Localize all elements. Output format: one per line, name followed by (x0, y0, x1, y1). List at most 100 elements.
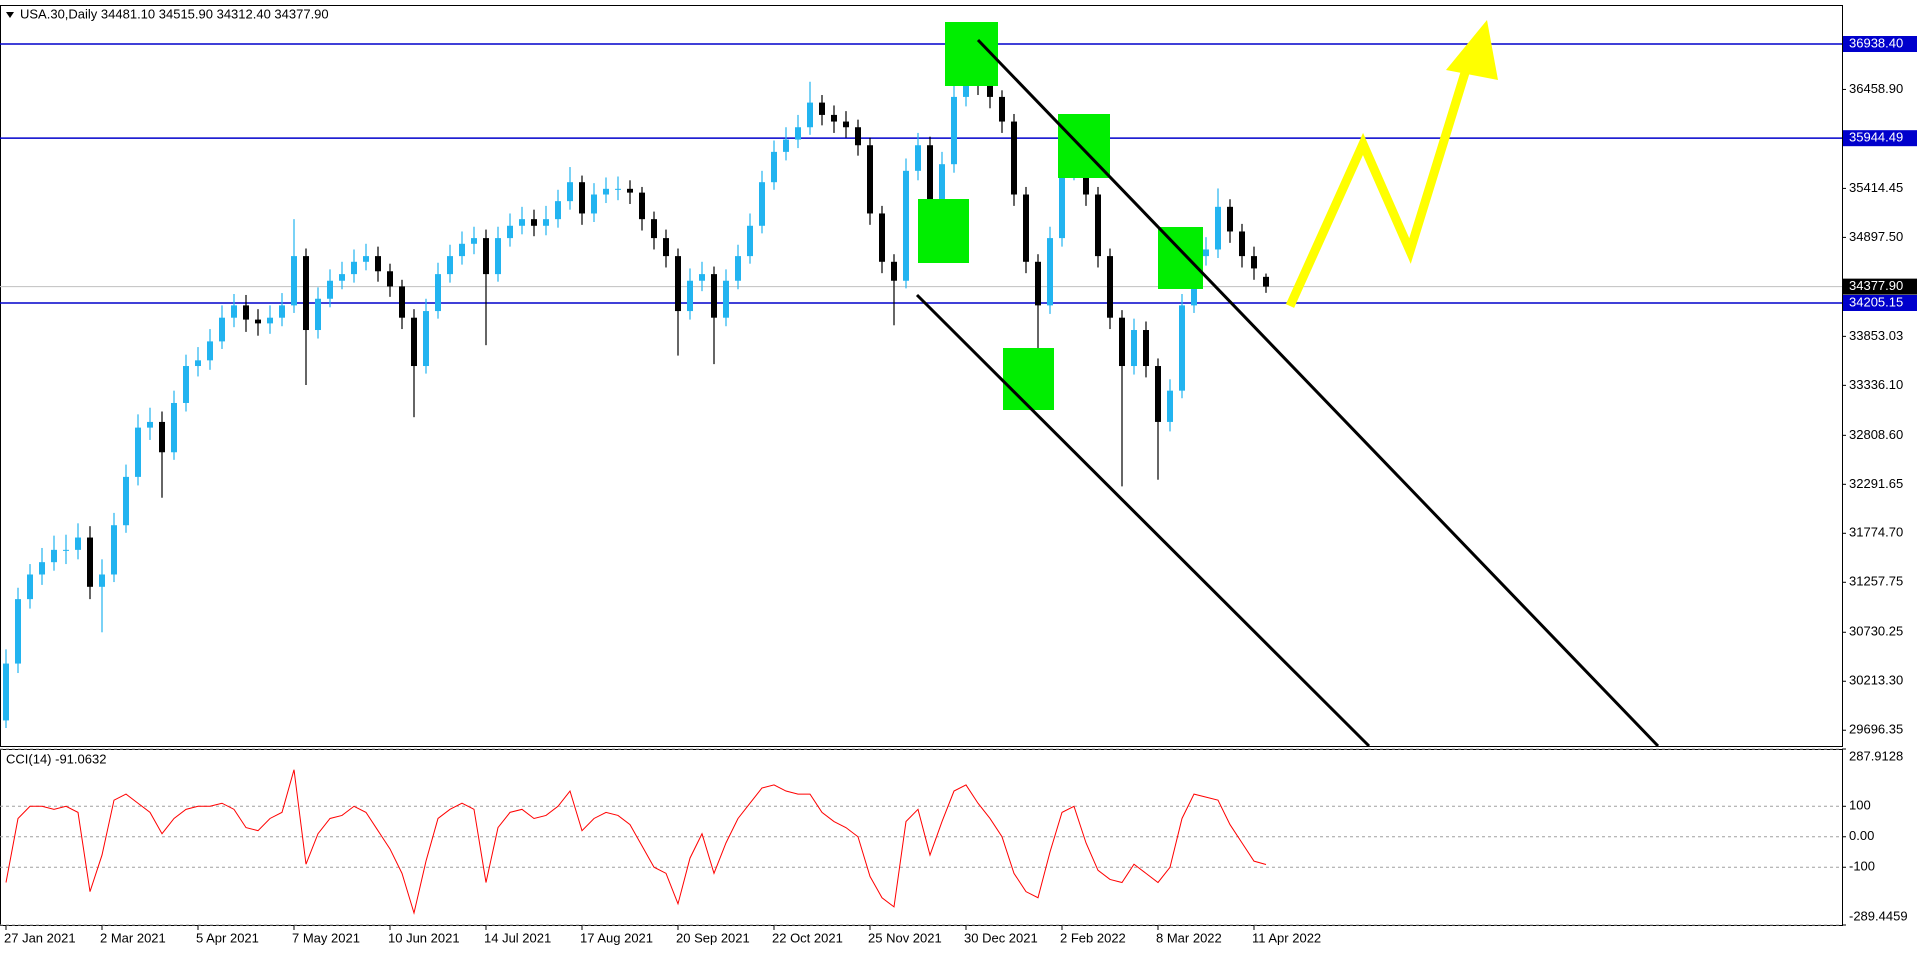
candle-body (27, 574, 33, 600)
x-tick-label: 22 Oct 2021 (772, 930, 843, 945)
candle-body (1203, 249, 1209, 257)
candle-body (315, 298, 321, 331)
y-tick-label: -289.4459 (1849, 908, 1908, 923)
highlight-box (1003, 348, 1054, 410)
candle-body (3, 663, 9, 721)
candle-body (939, 164, 945, 214)
candle-body (1155, 366, 1161, 422)
price-label-bg (1843, 130, 1917, 147)
candle-body (819, 102, 825, 115)
y-tick-label: 31257.75 (1849, 574, 1903, 589)
candle-body (507, 225, 513, 239)
y-tick-label: 32291.65 (1849, 476, 1903, 491)
y-tick-label: 35414.45 (1849, 180, 1903, 195)
candle-body (1263, 276, 1269, 287)
candle-body (1059, 170, 1065, 239)
candle-body (447, 256, 453, 275)
x-tick-label: 25 Nov 2021 (868, 930, 942, 945)
candle-body (1047, 238, 1053, 306)
candle-body (255, 319, 261, 324)
candle-body (387, 271, 393, 287)
price-label-bg (1843, 36, 1917, 53)
candle-body (639, 192, 645, 220)
candle-body (579, 182, 585, 214)
candle-body (771, 151, 777, 183)
candle-body (759, 182, 765, 226)
candle-body (363, 256, 369, 262)
y-tick-label: 29696.35 (1849, 722, 1903, 737)
candle-body (699, 274, 705, 281)
x-tick-label: 2 Mar 2021 (100, 930, 166, 945)
y-tick-label: 100 (1849, 798, 1871, 813)
candle-body (867, 145, 873, 214)
y-tick-label: 31774.70 (1849, 525, 1903, 540)
candle-body (183, 366, 189, 403)
x-tick-label: 11 Apr 2022 (1252, 930, 1321, 945)
candle-body (855, 127, 861, 146)
highlight-box (1158, 227, 1203, 289)
menu-triangle[interactable] (6, 12, 14, 18)
candle-body (1239, 231, 1245, 257)
candle-body (399, 286, 405, 318)
candle-body (351, 261, 357, 275)
x-tick-label: 8 Mar 2022 (1156, 930, 1222, 945)
forecast-arrow (1285, 48, 1477, 308)
candle-body (567, 182, 573, 202)
candle-body (1227, 206, 1233, 232)
cci-title: CCI(14) -91.0632 (6, 751, 106, 766)
candle-body (1035, 261, 1041, 306)
candle-body (1167, 390, 1173, 422)
candle-body (303, 256, 309, 331)
candle-body (15, 599, 21, 664)
y-tick-label: -100 (1849, 859, 1875, 874)
candle-body (279, 305, 285, 318)
candle-body (51, 549, 57, 563)
candle-body (555, 201, 561, 220)
candle-body (267, 317, 273, 324)
y-tick-label: 30730.25 (1849, 624, 1903, 639)
candle-body (1023, 194, 1029, 262)
current-price-bg (1843, 278, 1917, 295)
x-tick-label: 17 Aug 2021 (580, 930, 653, 945)
candle-body (999, 96, 1005, 122)
marks: 36458.90 35414.45 34897.50 33853.03 33336.10… (0, 35, 1917, 945)
candle-body (207, 341, 213, 361)
candle-body (915, 145, 921, 171)
candle-body (243, 305, 249, 320)
candle-body (1143, 330, 1149, 367)
chart-title: USA.30,Daily 34481.10 34515.90 34312.40 … (20, 6, 329, 21)
candle-body (531, 219, 537, 226)
candle-body (339, 274, 345, 281)
candle-body (1011, 121, 1017, 195)
candle-body (471, 238, 477, 244)
candle-body (663, 238, 669, 257)
candle-body (519, 219, 525, 226)
candle-body (99, 574, 105, 587)
candle-body (147, 421, 153, 428)
candle-body (891, 261, 897, 281)
y-tick-label: 33853.03 (1849, 328, 1903, 343)
candle-body (1215, 206, 1221, 250)
candle-body (879, 213, 885, 262)
candle-body (327, 280, 333, 299)
candle-body (483, 238, 489, 275)
candle-body (951, 96, 957, 165)
candle-body (423, 311, 429, 367)
candle-body (375, 256, 381, 272)
candle-body (747, 225, 753, 257)
candle-body (87, 537, 93, 587)
candle-body (171, 402, 177, 453)
candle-body (459, 243, 465, 257)
price-pane-frame (0, 5, 1843, 747)
candle-body (927, 145, 933, 214)
candle-body (651, 219, 657, 239)
candle-body (75, 537, 81, 550)
price-line-label: 36938.40 (1849, 35, 1903, 50)
candle-body (435, 274, 441, 312)
trend-line (915, 293, 1371, 748)
y-tick-label: 36458.90 (1849, 81, 1903, 96)
candle-body (195, 360, 201, 367)
drawings (915, 20, 1660, 748)
